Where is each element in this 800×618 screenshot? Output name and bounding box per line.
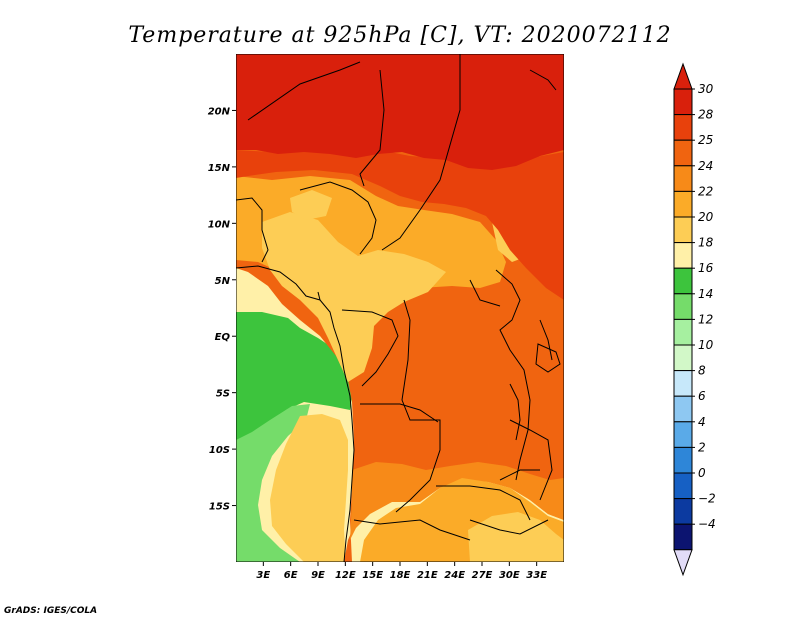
colorbar-swatch (673, 139, 693, 167)
region-ocean-warm-tongue (270, 414, 348, 562)
region-ocean-cool-south (236, 404, 310, 562)
colorbar-label: −4 (698, 517, 716, 531)
colorbar-label: 8 (698, 364, 706, 378)
colorbar-swatch (673, 472, 693, 500)
colorbar-label: 10 (698, 338, 714, 352)
colorbar-swatch (673, 498, 693, 525)
colorbar-label: 30 (698, 82, 714, 96)
x-tick-label: 18E (390, 570, 411, 581)
colorbar-label: 0 (698, 466, 706, 480)
y-tick-label: EQ (215, 332, 231, 343)
colorbar-swatch (673, 88, 693, 116)
colorbar-label: 20 (698, 210, 714, 224)
colorbar-swatch (673, 395, 693, 423)
region-sahel (236, 150, 564, 300)
x-tick-label: 12E (335, 570, 356, 581)
colorbar-label: 14 (698, 287, 713, 301)
colorbar-swatch (673, 165, 693, 192)
x-tick-label: 30E (499, 570, 520, 581)
colorbar-bottom-arrow (673, 549, 693, 577)
colorbar-label: 16 (698, 261, 714, 275)
borders (236, 54, 561, 562)
region-west-highlands (290, 190, 332, 220)
map-area (236, 54, 564, 562)
chart-title: Temperature at 925hPa [C], VT: 202007211… (128, 23, 671, 48)
colorbar-swatch (673, 114, 693, 141)
region-southern-angola (350, 462, 564, 540)
colorbar-swatch (673, 267, 693, 295)
y-tick-label: 5S (216, 389, 230, 400)
colorbar-swatch (673, 216, 693, 244)
y-tick-label: 5N (215, 276, 231, 287)
colorbar-label: 18 (698, 236, 714, 250)
colorbar-swatch (673, 446, 693, 474)
x-tick-label: 15E (362, 570, 383, 581)
x-tick-label: 21E (417, 570, 438, 581)
x-tick-label: 9E (311, 570, 325, 581)
axes: 3E 6E 9E 12E 15E 18E 21E 24E 27E 30E 33E 20N 15N 10N 5… (208, 106, 548, 581)
colorbar-label: 24 (698, 159, 713, 173)
colorbar-label: −2 (698, 492, 716, 506)
colorbar-swatch (673, 293, 693, 320)
colorbar-swatch (673, 190, 693, 218)
colorbar-top-arrow (673, 62, 693, 90)
colorbar-swatch (673, 370, 693, 397)
y-tick-label: 15N (208, 163, 231, 174)
x-tick-label: 24E (444, 570, 465, 581)
colorbar-label: 6 (698, 389, 706, 403)
y-tick-label: 15S (209, 502, 230, 513)
colorbar-label: 28 (698, 108, 714, 122)
colorbar-label: 12 (698, 312, 713, 326)
colorbar-label: 4 (698, 415, 706, 429)
credit-label: GrADS: IGES/COLA (4, 606, 97, 616)
colorbar-swatch (673, 344, 693, 372)
y-tick-label: 20N (208, 106, 231, 117)
x-tick-label: 3E (256, 570, 270, 581)
colorbar-swatch (673, 242, 693, 269)
colorbar-swatch (673, 318, 693, 346)
region-north (236, 54, 564, 170)
y-tick-label: 10N (208, 219, 231, 230)
colorbar-label: 25 (698, 133, 713, 147)
colorbar-swatch (673, 421, 693, 448)
region-central-plateau (262, 212, 446, 382)
region-ocean-cool-core (236, 312, 352, 450)
x-tick-label: 6E (284, 570, 298, 581)
colorbar-label: 2 (698, 440, 706, 454)
x-tick-label: 33E (526, 570, 547, 581)
y-tick-label: 10S (209, 445, 230, 456)
x-tick-label: 27E (472, 570, 493, 581)
colorbar-label: 22 (698, 184, 713, 198)
colorbar-swatch (673, 523, 693, 551)
